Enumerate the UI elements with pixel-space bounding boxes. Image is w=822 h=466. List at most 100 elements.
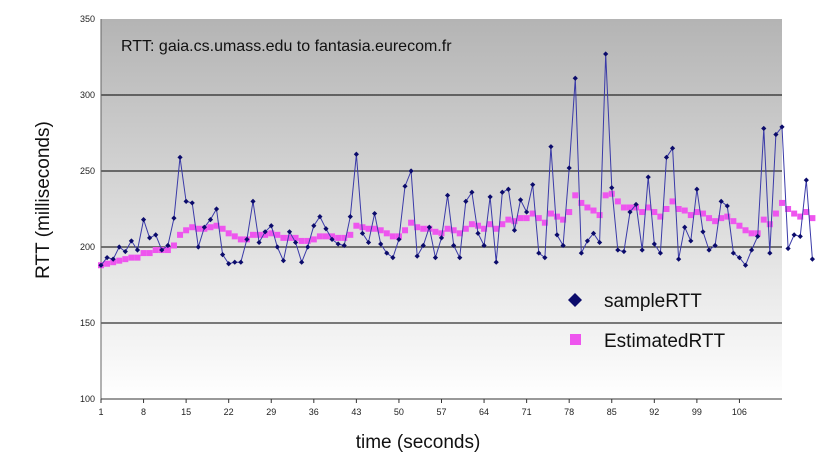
samplertt-point (621, 248, 627, 255)
estimatedrtt-point (377, 227, 384, 234)
samplertt-point (420, 242, 426, 249)
estimatedrtt-point (517, 215, 524, 222)
estimatedrtt-point (219, 225, 226, 232)
estimatedrtt-point (554, 213, 561, 220)
estimatedrtt-point (675, 206, 682, 212)
samplertt-point (688, 238, 694, 244)
samplertt-point (414, 253, 420, 259)
estimatedrtt-point (523, 215, 530, 222)
estimatedrtt-point (730, 218, 737, 225)
estimatedrtt-point (718, 215, 725, 222)
estimatedrtt-point (760, 216, 767, 223)
samplertt-point (372, 210, 378, 217)
estimatedrtt-point (231, 233, 238, 240)
samplertt-point (524, 209, 530, 215)
samplertt-point (530, 182, 536, 188)
samplertt-point (712, 242, 718, 249)
samplertt-point (590, 230, 597, 236)
samplertt-point (475, 230, 481, 236)
samplertt-point (147, 235, 153, 241)
estimatedrtt-point (389, 233, 396, 240)
estimatedrtt-point (639, 209, 646, 216)
estimatedrtt-point (170, 242, 177, 249)
estimatedrtt-point (608, 190, 615, 197)
y-axis-label: RTT (milliseconds) (33, 121, 54, 279)
estimatedrtt-point (152, 247, 159, 254)
estimatedrtt-point (456, 230, 463, 237)
samplertt-point (329, 236, 335, 242)
samplertt-point (286, 229, 293, 235)
samplertt-point (189, 200, 195, 206)
samplertt-point (274, 244, 280, 250)
estimatedrtt-point (292, 234, 299, 241)
estimatedrtt-point (444, 225, 451, 232)
samplertt-point (554, 232, 560, 238)
samplertt-point (639, 247, 645, 253)
samplertt-point (761, 125, 767, 132)
samplertt-point (311, 223, 317, 229)
x-axis-label: time (seconds) (356, 432, 481, 453)
estimatedrtt-point (195, 225, 202, 232)
samplertt-point (755, 233, 761, 239)
estimatedrtt-point (365, 225, 372, 232)
samplertt-point (536, 250, 542, 256)
estimatedrtt-point (687, 212, 694, 219)
estimatedrtt-point (724, 213, 731, 220)
x-tick-label-15: 15 (181, 407, 191, 417)
estimatedrtt-point (626, 204, 633, 211)
gridlines (101, 94, 782, 324)
estimatedrtt-point (766, 221, 773, 228)
samplertt-point (250, 198, 256, 204)
samplertt-point (742, 262, 749, 268)
estimatedrtt-point (620, 204, 627, 211)
estimatedrtt-point (128, 254, 135, 261)
x-tick-label-22: 22 (224, 407, 234, 417)
samplertt-point (511, 227, 518, 233)
legend-marker-estimatedrtt (570, 334, 581, 345)
estimatedrtt-point (207, 224, 214, 231)
samplertt-point (785, 245, 791, 252)
samplertt-point (378, 241, 384, 247)
samplertt-point (256, 239, 262, 246)
samplertt-point (299, 259, 305, 265)
estimatedrtt-point (474, 222, 481, 229)
samplertt-point (676, 256, 682, 262)
estimatedrtt-point (566, 209, 573, 216)
samplertt-point (432, 255, 439, 261)
samplertt-point (633, 201, 639, 208)
samplertt-point (615, 247, 621, 253)
samplertt-point (457, 255, 463, 261)
x-tick-label-36: 36 (309, 407, 319, 417)
samplertt-point (566, 165, 572, 171)
estimatedrtt-point (779, 199, 785, 206)
samplertt-point (408, 168, 414, 174)
estimatedrtt-point (785, 206, 792, 212)
estimatedrtt-point (274, 231, 281, 238)
estimatedrtt-point (699, 210, 706, 217)
samplertt-point (140, 217, 147, 223)
samplertt-point (669, 145, 676, 151)
samplertt-point (493, 259, 499, 265)
samplertt-point (183, 198, 189, 204)
estimatedrtt-point (651, 209, 658, 216)
estimatedrtt-point (237, 236, 244, 243)
estimatedrtt-point (177, 231, 184, 238)
samplertt-point (402, 183, 408, 189)
samplertt-point (347, 214, 353, 220)
samplertt-point (232, 259, 238, 265)
x-tick-label-71: 71 (522, 407, 532, 417)
estimatedrtt-point (341, 234, 348, 241)
samplertt-point (195, 244, 201, 250)
estimatedrtt-point (402, 227, 409, 234)
samplertt-point (499, 189, 505, 195)
estimatedrtt-point (322, 233, 329, 240)
samplertt-point (609, 185, 615, 191)
series (98, 51, 816, 269)
estimatedrtt-point (280, 234, 287, 241)
y-tick-label-250: 250 (80, 166, 95, 176)
y-tick-label-350: 350 (80, 14, 95, 24)
legend-label-samplertt: sampleRTT (604, 291, 702, 312)
samplertt-point (791, 232, 797, 238)
estimatedrtt-point (383, 230, 390, 237)
samplertt-point (305, 244, 311, 250)
